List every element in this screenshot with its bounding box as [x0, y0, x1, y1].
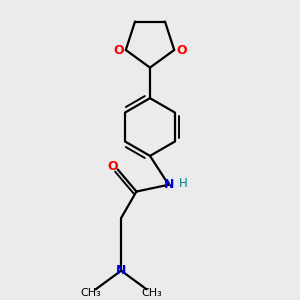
Text: O: O — [113, 44, 124, 56]
Text: H: H — [178, 176, 187, 190]
Text: N: N — [164, 178, 174, 191]
Text: CH₃: CH₃ — [141, 288, 162, 298]
Text: O: O — [107, 160, 118, 172]
Text: N: N — [116, 264, 126, 277]
Text: CH₃: CH₃ — [80, 288, 101, 298]
Text: O: O — [176, 44, 187, 56]
